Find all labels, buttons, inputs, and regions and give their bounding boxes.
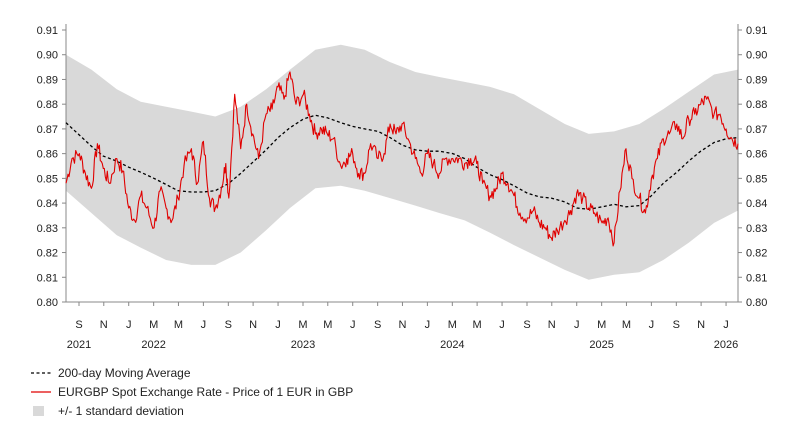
x-tick-label-month: J [425,319,431,331]
x-tick-label-month: J [574,319,580,331]
moving-average-layer [65,114,739,210]
y-tick-label-left: 0.90 [37,50,58,62]
spot-rate-line [65,71,739,247]
y-tick-label-left: 0.85 [37,173,58,185]
x-tick-label-month: J [126,319,132,331]
legend-label-spot-rate: EURGBP Spot Exchange Rate - Price of 1 E… [58,384,354,399]
dashed-line-swatch [31,371,51,374]
legend-item-moving-average: 200-day Moving Average [30,363,353,382]
red-line-swatch [31,390,51,393]
x-tick-label-month: M [174,319,183,331]
x-tick-label-month: J [275,319,281,331]
x-tick-label-month: N [100,319,108,331]
x-tick-label-month: M [298,319,307,331]
x-tick-label-year: 2021 [67,339,91,351]
legend-label-std-dev: +/- 1 standard deviation [58,403,184,418]
y-tick-label-left: 0.82 [37,248,58,260]
x-tick-label-month: S [523,319,530,331]
x-tick-label-month: S [75,319,82,331]
y-tick-label-right: 0.87 [746,124,767,136]
x-tick-label-month: S [374,319,381,331]
std-dev-band-layer [66,44,738,280]
x-tick-label-month: M [473,319,482,331]
y-tick-label-right: 0.88 [746,99,767,111]
x-tick-label-month: J [499,319,505,331]
x-tick-label-year: 2023 [291,339,315,351]
x-tick-label-month: J [201,319,207,331]
x-tick-label-year: 2025 [589,339,613,351]
x-tick-label-month: S [673,319,680,331]
legend-item-std-dev: +/- 1 standard deviation [30,401,353,420]
x-tick-label-month: M [622,319,631,331]
y-tick-label-left: 0.84 [37,198,58,210]
grey-band-swatch [33,405,44,416]
y-tick-label-left: 0.80 [37,297,58,309]
x-tick-label-year: 2022 [141,339,165,351]
y-tick-label-left: 0.91 [37,25,58,37]
y-axis-left-labels: 0.80 0.81 0.82 0.83 0.84 0.85 0.86 0.87 0.88 0.89… [37,25,58,309]
x-axis-labels: S N J M M J S N J M M J S N J M M J S N J M M J S N J 2021 2022 2023 2… [67,319,739,351]
legend-item-spot-rate: EURGBP Spot Exchange Rate - Price of 1 E… [30,382,353,401]
axes-layer [62,24,742,306]
x-tick-label-month: M [597,319,606,331]
x-tick-label-month: N [249,319,257,331]
y-tick-label-left: 0.87 [37,124,58,136]
x-tick-label-year: 2026 [714,339,738,351]
x-tick-label-month: M [448,319,457,331]
y-tick-label-right: 0.82 [746,248,767,260]
legend-label-moving-average: 200-day Moving Average [58,365,191,380]
std-dev-band [66,44,738,280]
x-tick-label-month: M [149,319,158,331]
y-tick-label-right: 0.85 [746,173,767,185]
y-tick-label-right: 0.91 [746,25,767,37]
x-tick-label-month: S [225,319,232,331]
x-tick-label-month: J [723,319,729,331]
y-tick-label-right: 0.89 [746,74,767,86]
y-tick-label-left: 0.89 [37,74,58,86]
x-tick-label-month: M [323,319,332,331]
y-tick-label-right: 0.80 [746,297,767,309]
x-tick-label-month: J [649,319,655,331]
y-tick-label-left: 0.83 [37,223,58,235]
x-tick-label-month: N [398,319,406,331]
y-tick-label-right: 0.81 [746,272,767,284]
y-tick-label-right: 0.90 [746,50,767,62]
x-tick-label-month: N [548,319,556,331]
x-tick-label-month: J [350,319,356,331]
x-tick-label-year: 2024 [440,339,464,351]
y-tick-label-right: 0.86 [746,149,767,161]
x-tick-label-month: N [697,319,705,331]
y-axis-right-labels: 0.80 0.81 0.82 0.83 0.84 0.85 0.86 0.87 0.88 0.89… [746,25,767,309]
y-tick-label-right: 0.83 [746,223,767,235]
spot-rate-layer [65,71,739,247]
y-tick-label-right: 0.84 [746,198,767,210]
y-tick-label-left: 0.86 [37,149,58,161]
y-tick-label-left: 0.81 [37,272,58,284]
legend: 200-day Moving Average EURGBP Spot Excha… [30,363,353,420]
chart-area: 0.80 0.81 0.82 0.83 0.84 0.85 0.86 0.87 0.88 0.89… [37,24,767,351]
y-tick-label-left: 0.88 [37,99,58,111]
moving-average-line [65,114,739,210]
